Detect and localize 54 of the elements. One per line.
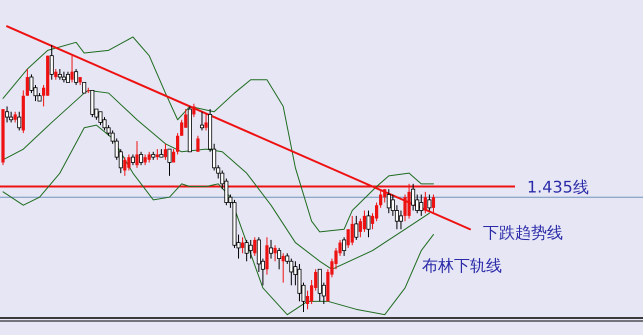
candlestick xyxy=(362,210,366,232)
candlestick xyxy=(123,156,126,176)
candlestick xyxy=(176,132,180,155)
candlestick xyxy=(144,154,147,166)
candlestick xyxy=(342,236,346,256)
candlestick xyxy=(200,111,204,131)
candlestick xyxy=(366,210,370,238)
candlestick xyxy=(386,188,391,214)
candlestick xyxy=(156,148,159,160)
candlestick xyxy=(74,68,78,86)
candlestick xyxy=(70,55,74,83)
candlestick xyxy=(50,44,54,80)
candlestick xyxy=(403,194,407,222)
candlestick xyxy=(375,202,378,222)
candlestick xyxy=(172,148,176,163)
candlestick xyxy=(127,154,130,171)
candlestick xyxy=(58,68,62,80)
candlestick xyxy=(17,111,22,131)
candlestick xyxy=(135,140,139,168)
candlestick xyxy=(269,239,274,260)
candlestick xyxy=(350,215,354,246)
candlestick xyxy=(398,210,403,230)
candlestick xyxy=(419,194,424,216)
candlestick xyxy=(424,191,427,214)
candlestick xyxy=(273,244,277,262)
annotation: 布林下轨线 xyxy=(422,256,502,275)
candlestick xyxy=(5,106,10,123)
candlestick xyxy=(277,247,282,270)
candlestick xyxy=(82,82,86,94)
candlestick xyxy=(248,239,253,260)
candlestick xyxy=(192,103,196,118)
candlestick xyxy=(282,252,285,284)
candlestick xyxy=(354,215,358,240)
text: 下跌趋势线 xyxy=(483,223,563,242)
candlestick xyxy=(26,68,29,96)
candlestick xyxy=(62,71,66,83)
candlestick xyxy=(167,148,172,176)
candlestick xyxy=(130,154,135,166)
candlestick xyxy=(253,236,256,256)
candlestick xyxy=(196,135,200,152)
candlestick xyxy=(411,183,416,212)
candlestick xyxy=(148,151,151,163)
candlestick xyxy=(66,71,70,83)
candlestick xyxy=(244,239,249,262)
candlestick xyxy=(432,194,436,214)
candlestick xyxy=(139,151,144,166)
candlestick xyxy=(204,114,208,131)
candlestick xyxy=(358,218,362,238)
ref-line-label: 1.435线 xyxy=(527,178,589,197)
candlestick xyxy=(240,236,244,254)
candlestick xyxy=(164,143,168,160)
candlestick xyxy=(427,194,432,212)
candlestick xyxy=(54,68,58,80)
candlestick xyxy=(14,111,17,123)
